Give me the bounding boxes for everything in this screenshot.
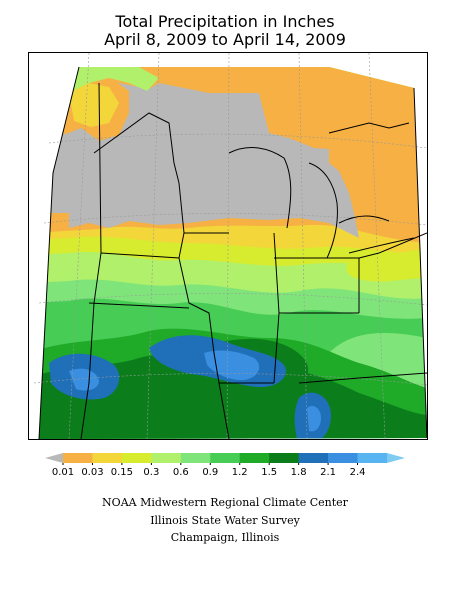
precip-band-lightblue-se	[307, 406, 321, 432]
legend-bin	[357, 453, 388, 463]
legend-bin	[121, 453, 152, 463]
precipitation-map	[28, 52, 428, 440]
legend-tick-label: 2.1	[320, 467, 336, 478]
legend-tick-label: 0.01	[52, 467, 74, 478]
precip-band-lightblue-west	[69, 368, 99, 391]
legend-tick-label: 0.3	[143, 467, 159, 478]
map-date-range: April 8, 2009 to April 14, 2009	[104, 30, 346, 49]
precipitation-fill	[39, 67, 427, 439]
legend-tick-label: 0.9	[202, 467, 218, 478]
legend-tick-label: 1.8	[291, 467, 307, 478]
state-boundaries	[38, 66, 427, 439]
legend-bin	[298, 453, 329, 463]
legend-tick-label: 2.4	[350, 467, 366, 478]
credit-location: Champaign, Illinois	[170, 531, 280, 544]
legend-bin	[328, 453, 359, 463]
legend-bin	[92, 453, 123, 463]
legend-bin	[269, 453, 300, 463]
legend-bin	[45, 453, 63, 463]
map-title: Total Precipitation in Inches	[115, 12, 335, 31]
legend-tick-label: 1.2	[232, 467, 248, 478]
legend-bin	[151, 453, 182, 463]
legend-tick-label: 0.03	[81, 467, 103, 478]
legend-tick-label: 1.5	[261, 467, 277, 478]
legend-bin	[239, 453, 270, 463]
legend-tick-label: 0.15	[111, 467, 133, 478]
legend-bin	[387, 453, 405, 463]
precipitation-legend: 0.01 0.03 0.15 0.3 0.6 0.9 1.2 1.5 1.8 2.1 2.4	[45, 453, 405, 478]
credit-survey: Illinois State Water Survey	[150, 514, 300, 527]
precip-band-nw-green	[69, 67, 159, 93]
precip-band-lightblue-il	[204, 350, 260, 381]
legend-tick-label: 0.6	[173, 467, 189, 478]
legend-bin	[210, 453, 241, 463]
credit-organization: NOAA Midwestern Regional Climate Center	[102, 496, 348, 509]
legend-bin	[63, 453, 93, 463]
precip-band-nw-yellow	[69, 83, 119, 127]
legend-bin	[180, 453, 211, 463]
